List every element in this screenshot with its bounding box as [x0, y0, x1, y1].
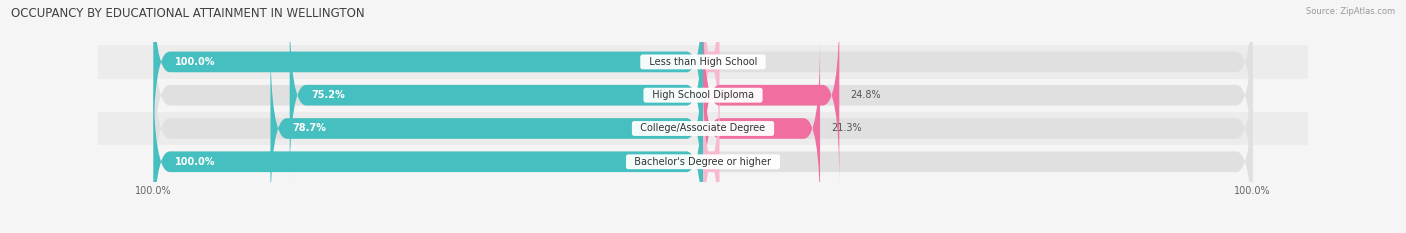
Bar [98, 79, 1308, 112]
FancyBboxPatch shape [703, 39, 1253, 218]
Text: 75.2%: 75.2% [312, 90, 346, 100]
FancyBboxPatch shape [703, 72, 1253, 233]
Text: 0.0%: 0.0% [731, 157, 755, 167]
Text: Less than High School: Less than High School [643, 57, 763, 67]
FancyBboxPatch shape [153, 72, 703, 233]
Text: 100.0%: 100.0% [176, 57, 217, 67]
FancyBboxPatch shape [270, 39, 703, 218]
Bar [98, 112, 1308, 145]
FancyBboxPatch shape [153, 39, 703, 218]
FancyBboxPatch shape [153, 6, 703, 185]
FancyBboxPatch shape [703, 0, 1253, 151]
FancyBboxPatch shape [703, 72, 720, 233]
Text: 78.7%: 78.7% [292, 123, 326, 134]
FancyBboxPatch shape [703, 6, 1253, 185]
FancyBboxPatch shape [153, 72, 703, 233]
Text: 24.8%: 24.8% [851, 90, 882, 100]
Bar [98, 145, 1308, 178]
FancyBboxPatch shape [153, 0, 703, 151]
Text: 21.3%: 21.3% [831, 123, 862, 134]
FancyBboxPatch shape [290, 6, 703, 185]
Legend: Owner-occupied, Renter-occupied: Owner-occupied, Renter-occupied [589, 231, 817, 233]
FancyBboxPatch shape [703, 39, 820, 218]
Text: Bachelor's Degree or higher: Bachelor's Degree or higher [628, 157, 778, 167]
Text: 100.0%: 100.0% [176, 157, 217, 167]
Text: OCCUPANCY BY EDUCATIONAL ATTAINMENT IN WELLINGTON: OCCUPANCY BY EDUCATIONAL ATTAINMENT IN W… [11, 7, 366, 20]
FancyBboxPatch shape [703, 6, 839, 185]
Text: High School Diploma: High School Diploma [645, 90, 761, 100]
Text: Source: ZipAtlas.com: Source: ZipAtlas.com [1306, 7, 1395, 16]
Text: College/Associate Degree: College/Associate Degree [634, 123, 772, 134]
Bar [98, 45, 1308, 79]
FancyBboxPatch shape [703, 0, 720, 151]
Text: 0.0%: 0.0% [731, 57, 755, 67]
FancyBboxPatch shape [153, 0, 703, 151]
